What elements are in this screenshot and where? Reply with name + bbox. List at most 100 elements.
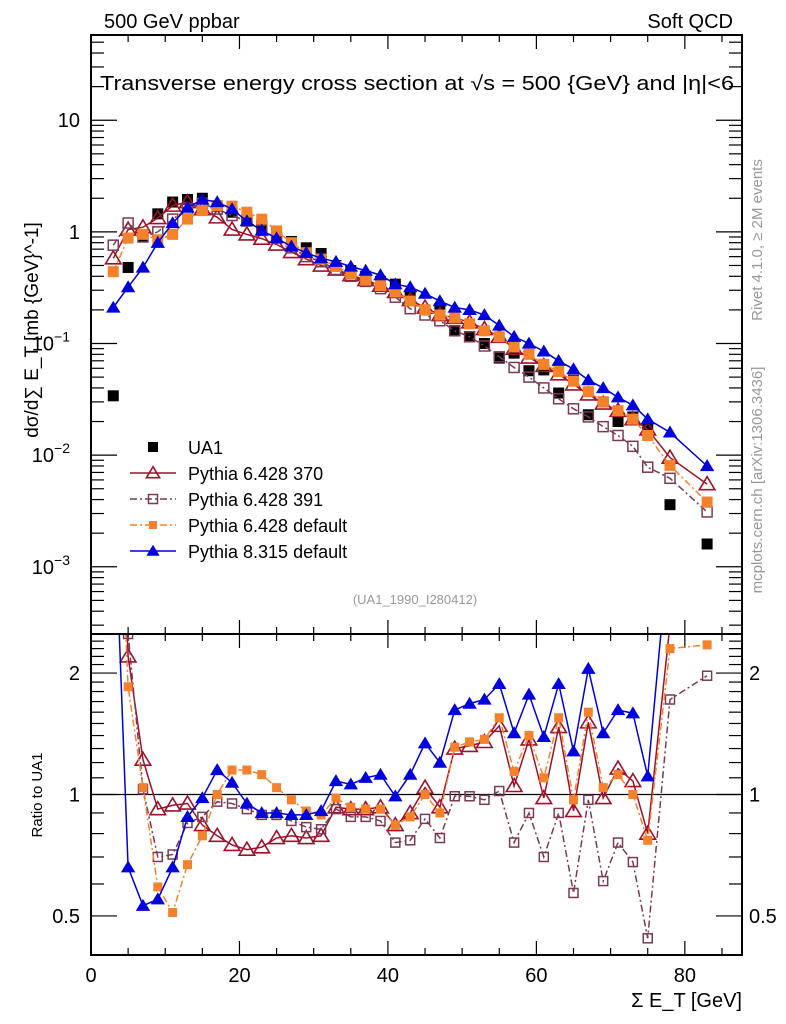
legend-marker [144,465,162,479]
data-point [553,807,564,819]
data-point [118,647,138,663]
data-point [582,411,595,423]
data-point [521,687,537,700]
data-point [612,405,624,417]
data-point [564,802,583,818]
data-point [165,216,180,229]
data-point [492,318,507,331]
data-point [207,826,227,843]
data-point [360,274,372,286]
legend-item: Pythia 6.428 default [130,516,347,536]
data-point [567,375,579,387]
data-point [120,280,136,293]
data-point [478,325,490,337]
data-point [568,887,579,899]
data-point [434,832,446,844]
data-point [477,308,492,321]
data-point [106,300,121,313]
data-point [623,772,643,788]
data-point [227,765,237,775]
data-point [449,312,461,324]
data-point [610,390,626,403]
data-point [328,774,344,787]
x-tick-label: 20 [228,965,250,987]
x-tick-label: 60 [525,965,547,987]
data-point [448,325,461,337]
data-point [269,806,284,819]
data-point [222,835,242,852]
data-point [478,340,491,352]
data-point [583,794,594,806]
series-pythia-8-315-default [106,468,662,911]
data-point [331,793,341,803]
data-point [463,330,476,343]
legend-marker [146,544,160,556]
data-point [523,348,535,360]
x-tick-label: 0 [85,965,96,987]
legend-marker [149,521,157,529]
data-point [239,214,255,227]
data-point [568,795,578,805]
data-point [163,196,182,212]
data-point [612,837,624,848]
data-point [122,634,134,640]
y-axis-label: dσ/d∑ E_T [mb {GeV}^-1] [22,222,43,438]
data-point [388,277,403,290]
data-point [664,694,676,705]
data-point [447,300,462,313]
data-point [419,304,431,316]
data-point [534,789,554,805]
data-point [150,892,166,905]
data-point [137,228,149,240]
legend-label: Pythia 6.428 391 [188,490,323,510]
data-point [593,789,613,805]
data-point [106,468,120,480]
data-point [346,802,356,812]
data-point [389,286,401,298]
data-point [120,860,136,873]
data-point [212,790,222,799]
data-point [464,318,476,330]
legend-label: Pythia 6.428 370 [188,464,323,484]
ratio-y-axis-label: Ratio to UA1 [29,752,46,837]
data-point [222,220,242,236]
data-point [508,341,520,353]
main-panel: 10 1 10−1 10−2 10−3 [32,34,743,955]
data-point [581,373,596,386]
data-point [664,459,676,471]
data-point [665,644,675,654]
data-point [402,767,418,780]
data-point [450,742,460,752]
data-point [610,703,626,716]
y-tick-label: 10 [58,110,80,132]
data-point [358,770,373,783]
data-point [449,791,460,802]
legend-item: Pythia 6.428 391 [130,490,323,510]
data-point [508,347,520,359]
data-point [286,795,296,805]
data-point [257,770,267,780]
legend: UA1 Pythia 6.428 370 Pythia 6.428 391 Pythi… [130,438,347,562]
data-point [447,703,462,716]
data-point [182,860,192,870]
data-point [138,783,148,793]
legend-item: Pythia 6.428 370 [130,464,323,484]
data-point [521,336,537,349]
ratio-y-tick-label: 1 [69,785,80,807]
data-point [167,228,179,240]
data-point [207,208,227,224]
data-point [345,268,357,280]
data-point [523,371,535,383]
data-point [284,808,299,821]
data-point [373,767,388,780]
data-point [343,259,359,272]
data-point [343,777,359,790]
data-point [388,789,403,802]
data-point [595,381,611,394]
data-point [209,195,225,208]
data-point [313,251,329,264]
data-point [301,821,312,833]
data-point [358,263,373,276]
data-point [181,213,193,225]
data-point [419,813,431,825]
